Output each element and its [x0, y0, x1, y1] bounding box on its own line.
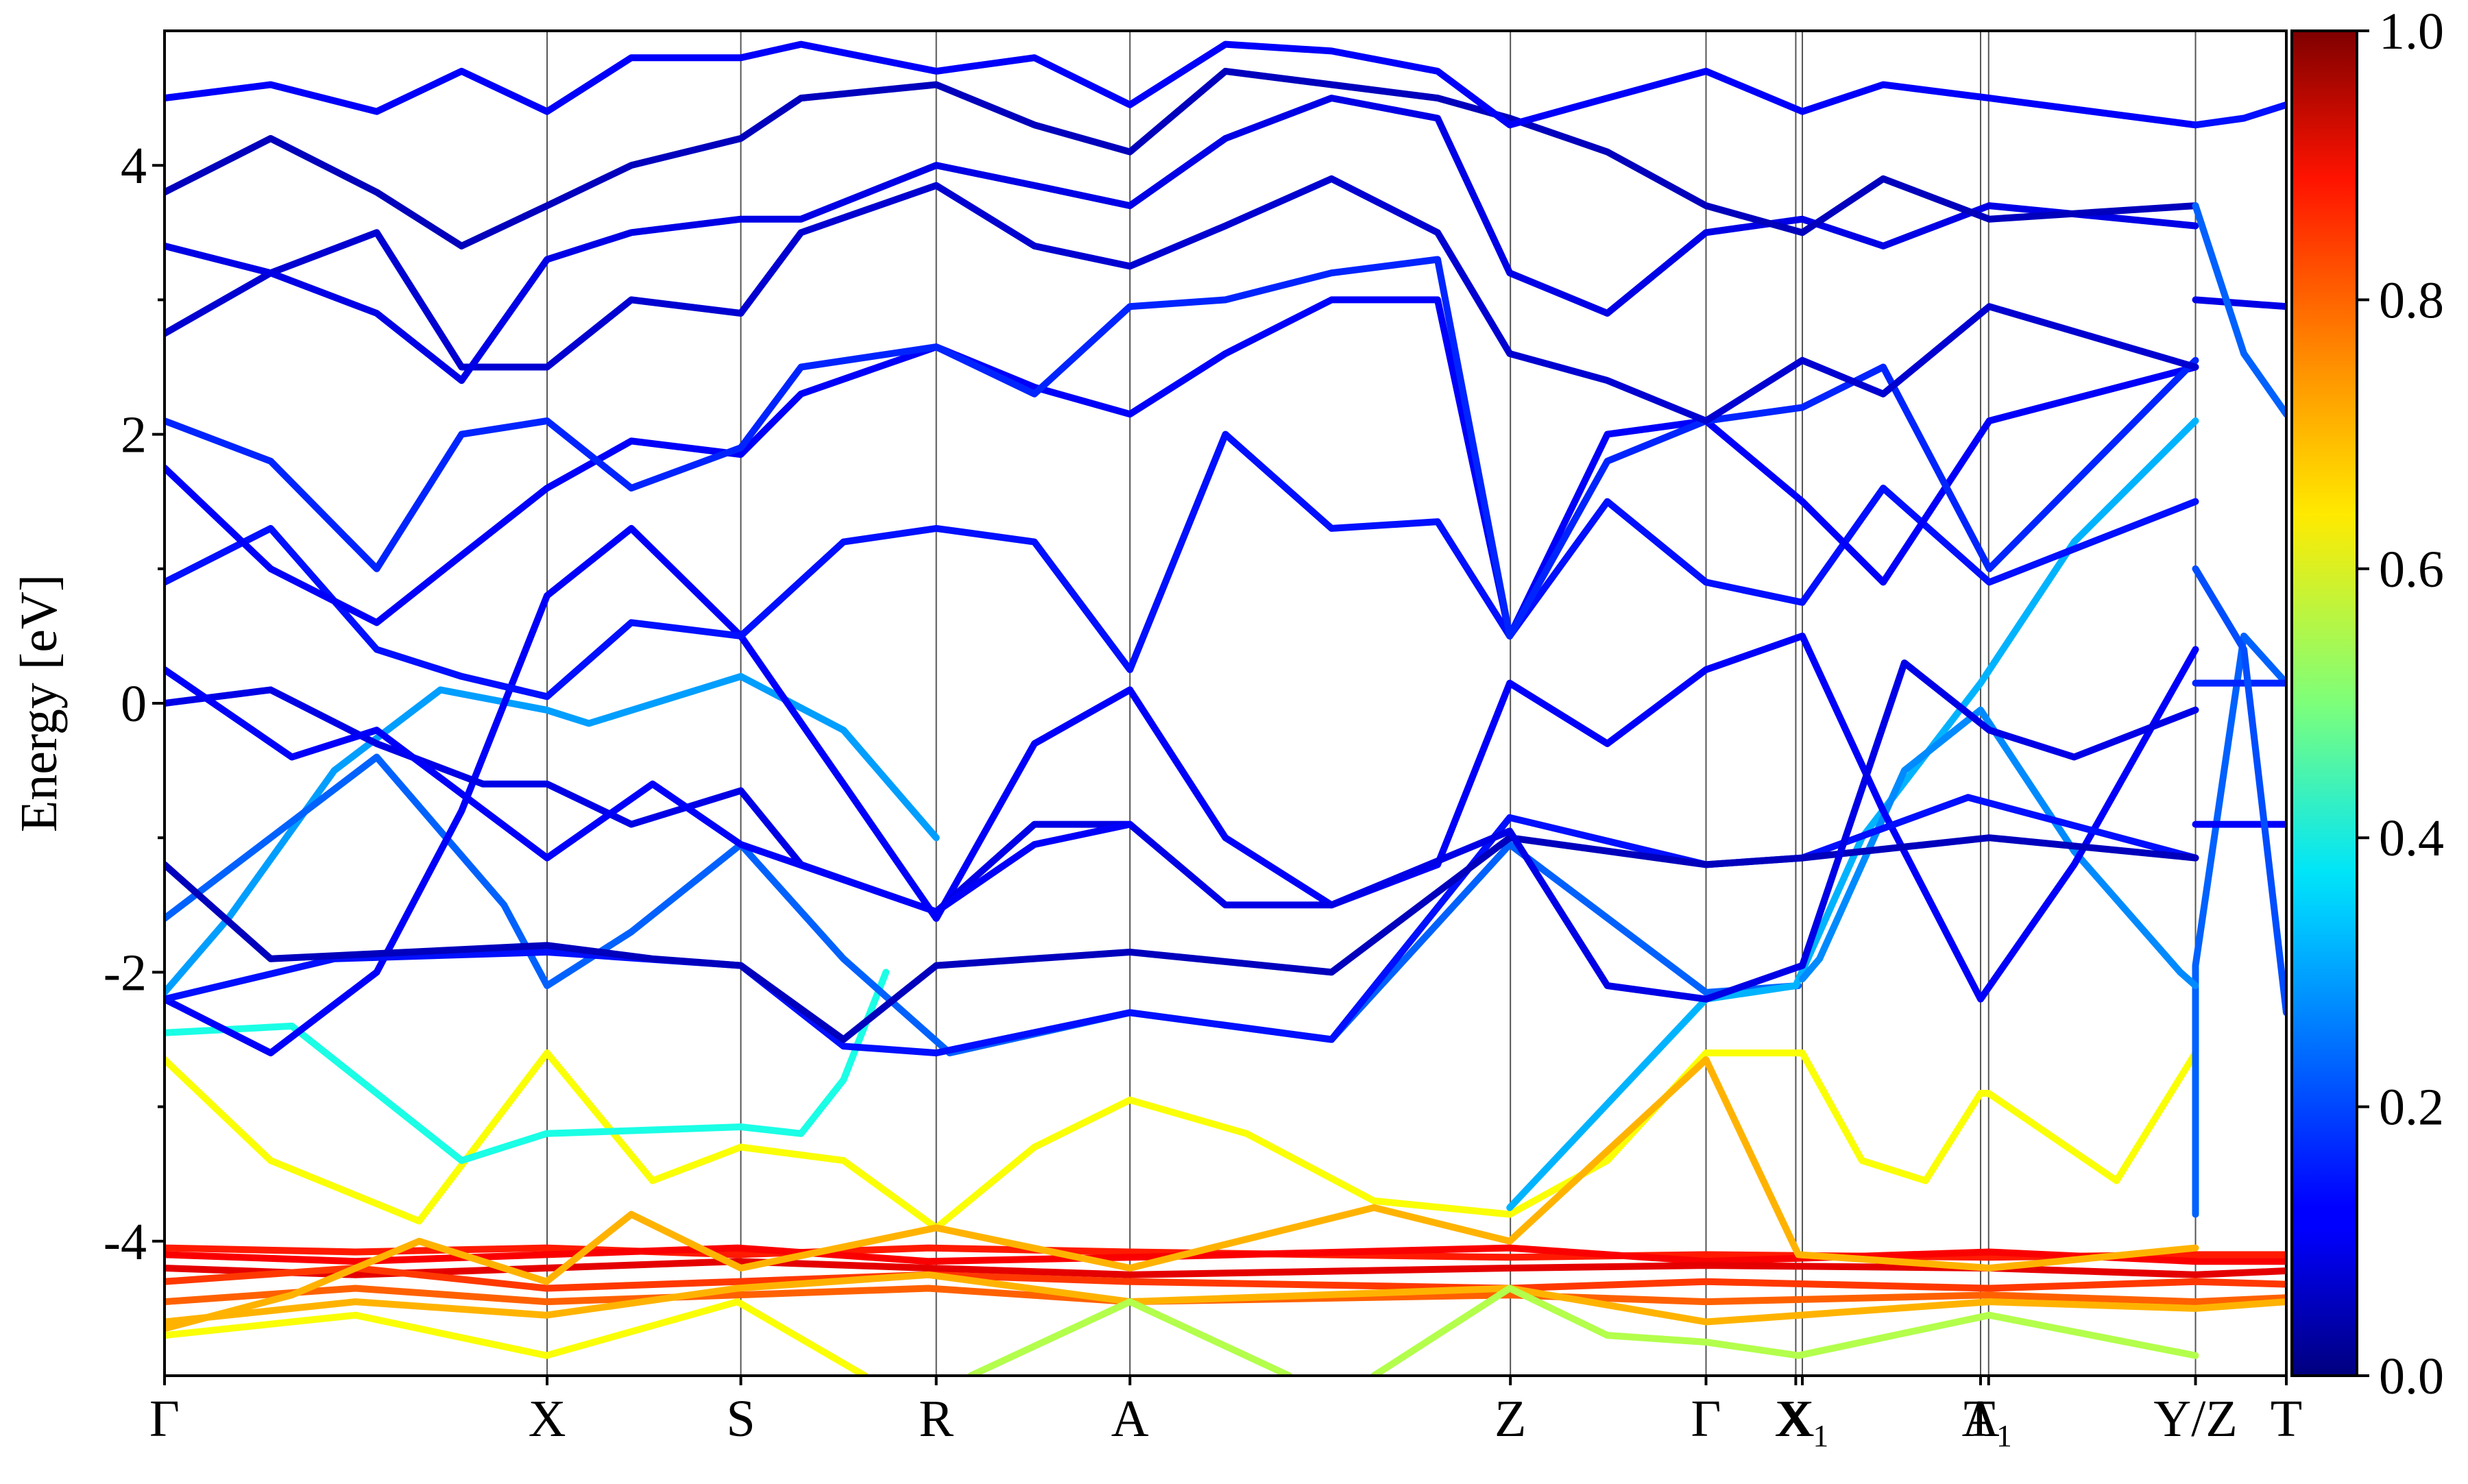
band-line-22	[165, 430, 2199, 701]
band-line-16	[1799, 706, 2199, 989]
band-line-3	[165, 1265, 2286, 1292]
band-line-7	[967, 1298, 1293, 1376]
k-point-line-layer	[546, 31, 2197, 1376]
band-line-34	[2192, 202, 2286, 418]
k-point-label-5: Z	[1495, 1390, 1526, 1448]
band-line-9	[165, 1049, 2199, 1232]
y-tick-label: 2	[121, 406, 147, 464]
band-line-25	[165, 175, 2199, 424]
k-point-label-0: Γ	[149, 1390, 180, 1448]
band-line-layer	[165, 40, 2286, 1376]
k-point-label-9: A	[1962, 1390, 2000, 1448]
k-point-label-10: T₁	[1963, 1390, 2013, 1448]
y-axis-title: Energy [eV]	[10, 574, 68, 832]
band-line-10	[165, 1056, 2199, 1333]
colorbar-tick-label: 0.8	[2379, 271, 2444, 329]
band-line-21	[165, 666, 1134, 916]
colorbar-tick-label: 0.6	[2379, 541, 2444, 598]
k-point-label-8: X₁	[1774, 1390, 1830, 1448]
band-line-6	[165, 1298, 869, 1376]
band-line-8	[1370, 1285, 2199, 1376]
y-tick-label: -4	[104, 1213, 147, 1271]
band-line-29	[2192, 101, 2286, 129]
band-line-13	[165, 753, 1802, 1057]
colorbar	[2290, 29, 2358, 1377]
band-line-15	[2192, 632, 2286, 1218]
k-point-label-7: X	[1777, 1390, 1815, 1448]
band-line-17	[165, 524, 2199, 1057]
band-line-2	[165, 1258, 2286, 1278]
band-line-23	[165, 296, 2199, 640]
x-axis: Γ X S R A Z Γ XX₁ AT₁ Y/Z T	[149, 1376, 2302, 1448]
band-line-27	[165, 67, 2199, 250]
colorbar-tick-label: 0.0	[2379, 1348, 2444, 1405]
y-tick-label: 0	[121, 675, 147, 733]
colorbar-tick-label: 0.4	[2379, 810, 2444, 867]
k-point-label-4: A	[1111, 1390, 1149, 1448]
band-line-12	[165, 672, 940, 996]
y-axis: 4 2 0 -2 -4	[104, 137, 165, 1271]
band-line-28	[165, 40, 2199, 129]
k-point-label-12: T	[2271, 1390, 2302, 1448]
k-point-label-3: R	[919, 1390, 954, 1448]
band-line-19	[165, 834, 2199, 1043]
k-point-label-1: X	[529, 1390, 566, 1448]
band-line-33	[2192, 565, 2286, 1017]
colorbar-tick-label: 0.2	[2379, 1079, 2444, 1136]
band-line-30	[2192, 296, 2286, 311]
band-line-18	[165, 794, 2199, 1057]
colorbar-tick-label: 1.0	[2379, 3, 2444, 60]
k-point-label-11: Y/Z	[2153, 1390, 2237, 1448]
colorbar-axis: 0.0 0.2 0.4 0.6 0.8 1.0	[2357, 3, 2444, 1405]
band-line-24	[165, 256, 2199, 640]
band-line-1	[165, 1244, 2286, 1265]
k-point-label-2: S	[726, 1390, 755, 1448]
band-line-11	[165, 969, 890, 1165]
k-point-label-6: Γ	[1691, 1390, 1721, 1448]
y-tick-label: 4	[121, 137, 147, 195]
y-tick-label: -2	[104, 944, 147, 1001]
